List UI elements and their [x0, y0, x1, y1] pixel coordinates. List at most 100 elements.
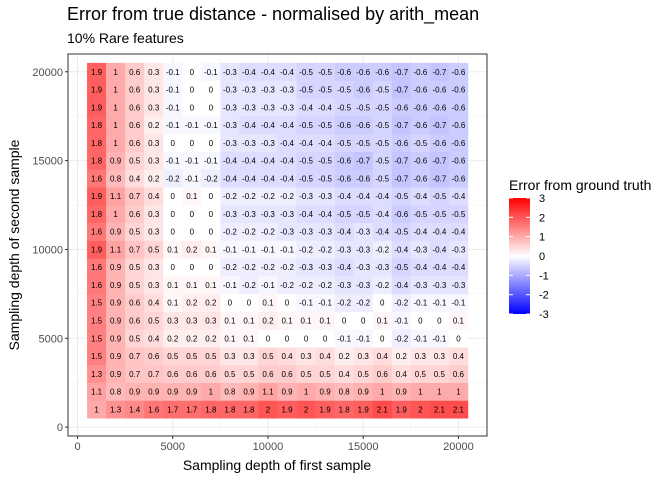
heatmap-cell [239, 258, 259, 277]
heatmap-cell [334, 400, 354, 419]
heatmap-cell [87, 169, 107, 188]
cell-value-label: -0.5 [318, 68, 332, 77]
heatmap-cell [163, 347, 183, 366]
heatmap-cell [315, 98, 335, 117]
cell-value-label: -0.3 [356, 245, 370, 254]
cell-value-label: -0.4 [242, 174, 256, 183]
cell-value-label: -0.2 [280, 281, 294, 290]
cell-value-label: 0.4 [396, 370, 408, 379]
cell-value-label: 0.3 [224, 352, 236, 361]
heatmap-cell [429, 62, 450, 81]
cell-value-label: 0.6 [377, 370, 389, 379]
heatmap-cell [163, 80, 183, 99]
heatmap-cell [87, 382, 107, 401]
heatmap-cell [87, 133, 107, 153]
cell-value-label: -0.6 [394, 210, 408, 219]
heatmap-cell [315, 169, 335, 188]
legend-tick-label: -3 [539, 309, 549, 321]
cell-value-label: -0.5 [337, 86, 351, 95]
heatmap-cell [125, 205, 145, 224]
heatmap-cell [296, 293, 316, 312]
cell-value-label: -0.1 [185, 121, 199, 130]
cell-value-label: -0.4 [280, 174, 294, 183]
cell-value-label: -0.7 [394, 86, 408, 95]
heatmap-cell [429, 329, 450, 348]
cell-value-label: -0.4 [337, 192, 351, 201]
heatmap-cell [163, 382, 183, 401]
cell-value-label: -0.1 [337, 334, 351, 343]
heatmap-cell [106, 329, 126, 348]
heatmap-cell [163, 62, 183, 81]
heatmap-cell [201, 347, 221, 366]
cell-value-label: -0.3 [356, 263, 370, 272]
heatmap-cell [144, 329, 164, 348]
cell-value-label: 0.6 [262, 370, 274, 379]
heatmap-cell [182, 133, 202, 153]
heatmap-cell [182, 62, 202, 81]
heatmap-cell [201, 80, 221, 99]
heatmap-cell [296, 347, 316, 366]
cell-value-label: 1.7 [186, 405, 198, 414]
heatmap-cell [296, 187, 316, 206]
heatmap-cell [448, 116, 469, 135]
cell-value-label: -0.3 [299, 192, 313, 201]
heatmap-cell [296, 276, 316, 295]
cell-value-label: -0.5 [337, 103, 351, 112]
plot-border [67, 53, 488, 437]
cell-value-label: -0.6 [452, 121, 466, 130]
heatmap-cell [201, 400, 221, 419]
cell-value-label: -0.3 [223, 210, 237, 219]
heatmap-cell [258, 382, 278, 401]
cell-value-label: -0.1 [413, 299, 427, 308]
heatmap-cell [125, 187, 145, 206]
heatmap-cell [448, 276, 469, 295]
heatmap-cell [448, 133, 469, 153]
cell-value-label: 1 [113, 210, 118, 219]
cell-value-label: 0.9 [110, 299, 122, 308]
heatmap-cell [220, 364, 240, 383]
cell-value-label: -0.2 [337, 299, 351, 308]
heatmap-cell [106, 169, 126, 188]
cell-value-label: 0.5 [129, 334, 141, 343]
cell-value-label: 2 [266, 405, 271, 414]
heatmap-cell [163, 133, 183, 153]
heatmap-cell [372, 240, 393, 259]
cell-value-label: -0.2 [261, 192, 275, 201]
cell-value-label: 1.1 [262, 388, 274, 397]
cell-value-label: 0 [380, 299, 385, 308]
heatmap-cell [429, 364, 450, 383]
heatmap-cell [448, 98, 469, 117]
cell-value-label: -0.3 [280, 210, 294, 219]
cell-value-label: -0.4 [375, 210, 389, 219]
heatmap-cell [410, 400, 431, 419]
heatmap-cell [391, 169, 412, 188]
heatmap-cell [277, 222, 297, 241]
heatmap-cell [106, 222, 126, 241]
heatmap-cell [125, 347, 145, 366]
cell-value-label: -0.6 [452, 86, 466, 95]
heatmap-cell [220, 347, 240, 366]
cell-value-label: -0.3 [413, 281, 427, 290]
cell-value-label: -0.3 [242, 210, 256, 219]
cell-value-label: 0.9 [110, 281, 122, 290]
heatmap-cell [258, 80, 278, 99]
heatmap-cell [239, 169, 259, 188]
cell-value-label: 2.1 [453, 405, 465, 414]
chart-title: Error from true distance - normalised by… [67, 4, 480, 24]
heatmap-cell [448, 187, 469, 206]
heatmap-cell [334, 222, 354, 241]
heatmap-cell [410, 222, 431, 241]
heatmap-cell [353, 311, 374, 330]
cell-value-label: -0.4 [432, 228, 446, 237]
y-tick-label: 20000 [32, 67, 63, 79]
cell-value-label: -0.5 [356, 139, 370, 148]
heatmap-cell [258, 62, 278, 81]
heatmap-cell [315, 329, 335, 348]
heatmap-cell [448, 80, 469, 99]
cell-value-label: 0.7 [129, 352, 141, 361]
heatmap-cell [163, 116, 183, 135]
x-tick-label: 5000 [161, 441, 185, 453]
cell-value-label: -0.3 [356, 281, 370, 290]
heatmap-cell [277, 364, 297, 383]
cell-value-label: -0.2 [261, 228, 275, 237]
